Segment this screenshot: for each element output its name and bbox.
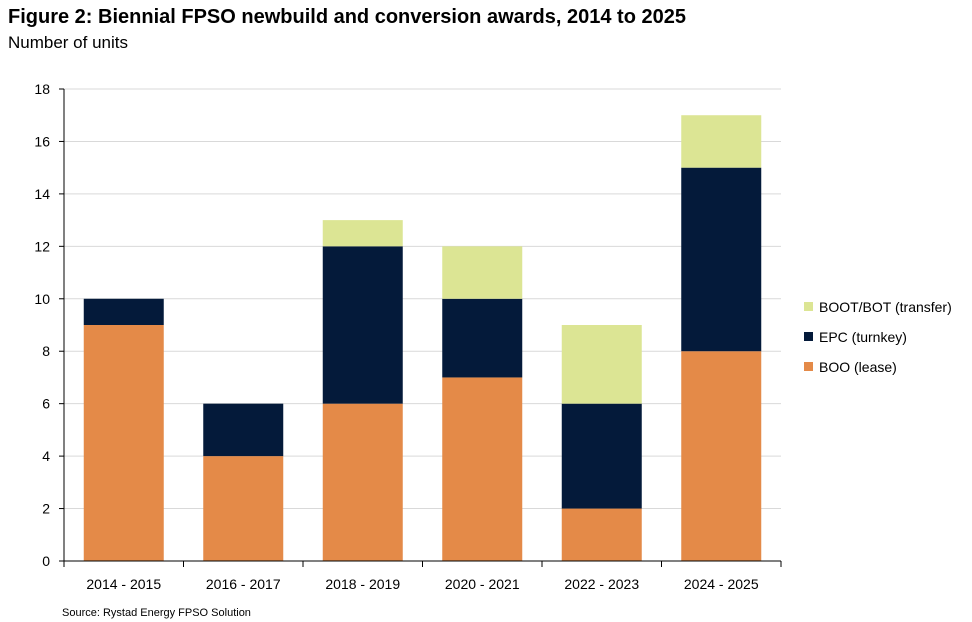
- source-note: Source: Rystad Energy FPSO Solution: [62, 607, 251, 619]
- y-tick-label: 2: [42, 501, 50, 517]
- x-tick-label: 2022 - 2023: [564, 576, 639, 592]
- bar-segment: [442, 246, 523, 299]
- legend-label: EPC (turnkey): [819, 329, 907, 345]
- bars: [83, 115, 762, 561]
- y-tick-label: 4: [42, 448, 50, 464]
- bar-segment: [442, 298, 523, 378]
- legend-label: BOO (lease): [819, 359, 897, 375]
- axes: 0 2 4 6 8 10 12 14 16 18 2014 - 2015 2016 - 2017 201…: [34, 81, 782, 592]
- y-tick-label: 8: [42, 343, 50, 359]
- x-tick-label: 2016 - 2017: [206, 576, 281, 592]
- x-tick-label: 2020 - 2021: [445, 576, 520, 592]
- legend-swatch: [804, 332, 813, 341]
- bar-segment: [681, 167, 762, 352]
- legend-label: BOOT/BOT (transfer): [819, 299, 952, 315]
- x-tick-label: 2024 - 2025: [684, 576, 759, 592]
- y-tick-label: 16: [34, 133, 50, 149]
- bar-segment: [561, 403, 642, 509]
- bar-segment: [203, 456, 284, 561]
- bar-segment: [681, 115, 762, 168]
- gridlines: [64, 88, 781, 510]
- chart-subtitle: Number of units: [8, 33, 128, 52]
- y-tick-label: 14: [34, 186, 50, 202]
- y-tick-label: 10: [34, 291, 50, 307]
- bar-segment: [83, 325, 164, 561]
- legend-swatch: [804, 302, 813, 311]
- bar-segment: [561, 508, 642, 561]
- chart-title: Figure 2: Biennial FPSO newbuild and con…: [8, 6, 686, 28]
- bar-segment: [322, 403, 403, 561]
- bar-segment: [203, 403, 284, 457]
- bar-segment: [561, 325, 642, 404]
- bar-segment: [681, 351, 762, 561]
- y-tick-label: 18: [34, 81, 50, 97]
- bar-segment: [442, 377, 523, 561]
- legend-swatch: [804, 362, 813, 371]
- legend: BOOT/BOT (transfer) EPC (turnkey) BOO (lea…: [804, 299, 952, 375]
- bar-segment: [83, 298, 164, 325]
- x-tick-label: 2014 - 2015: [86, 576, 161, 592]
- y-tick-label: 6: [42, 396, 50, 412]
- bar-segment: [322, 246, 403, 404]
- x-tick-label: 2018 - 2019: [325, 576, 400, 592]
- y-tick-label: 0: [42, 553, 50, 569]
- y-tick-label: 12: [34, 238, 50, 254]
- bar-segment: [322, 220, 403, 247]
